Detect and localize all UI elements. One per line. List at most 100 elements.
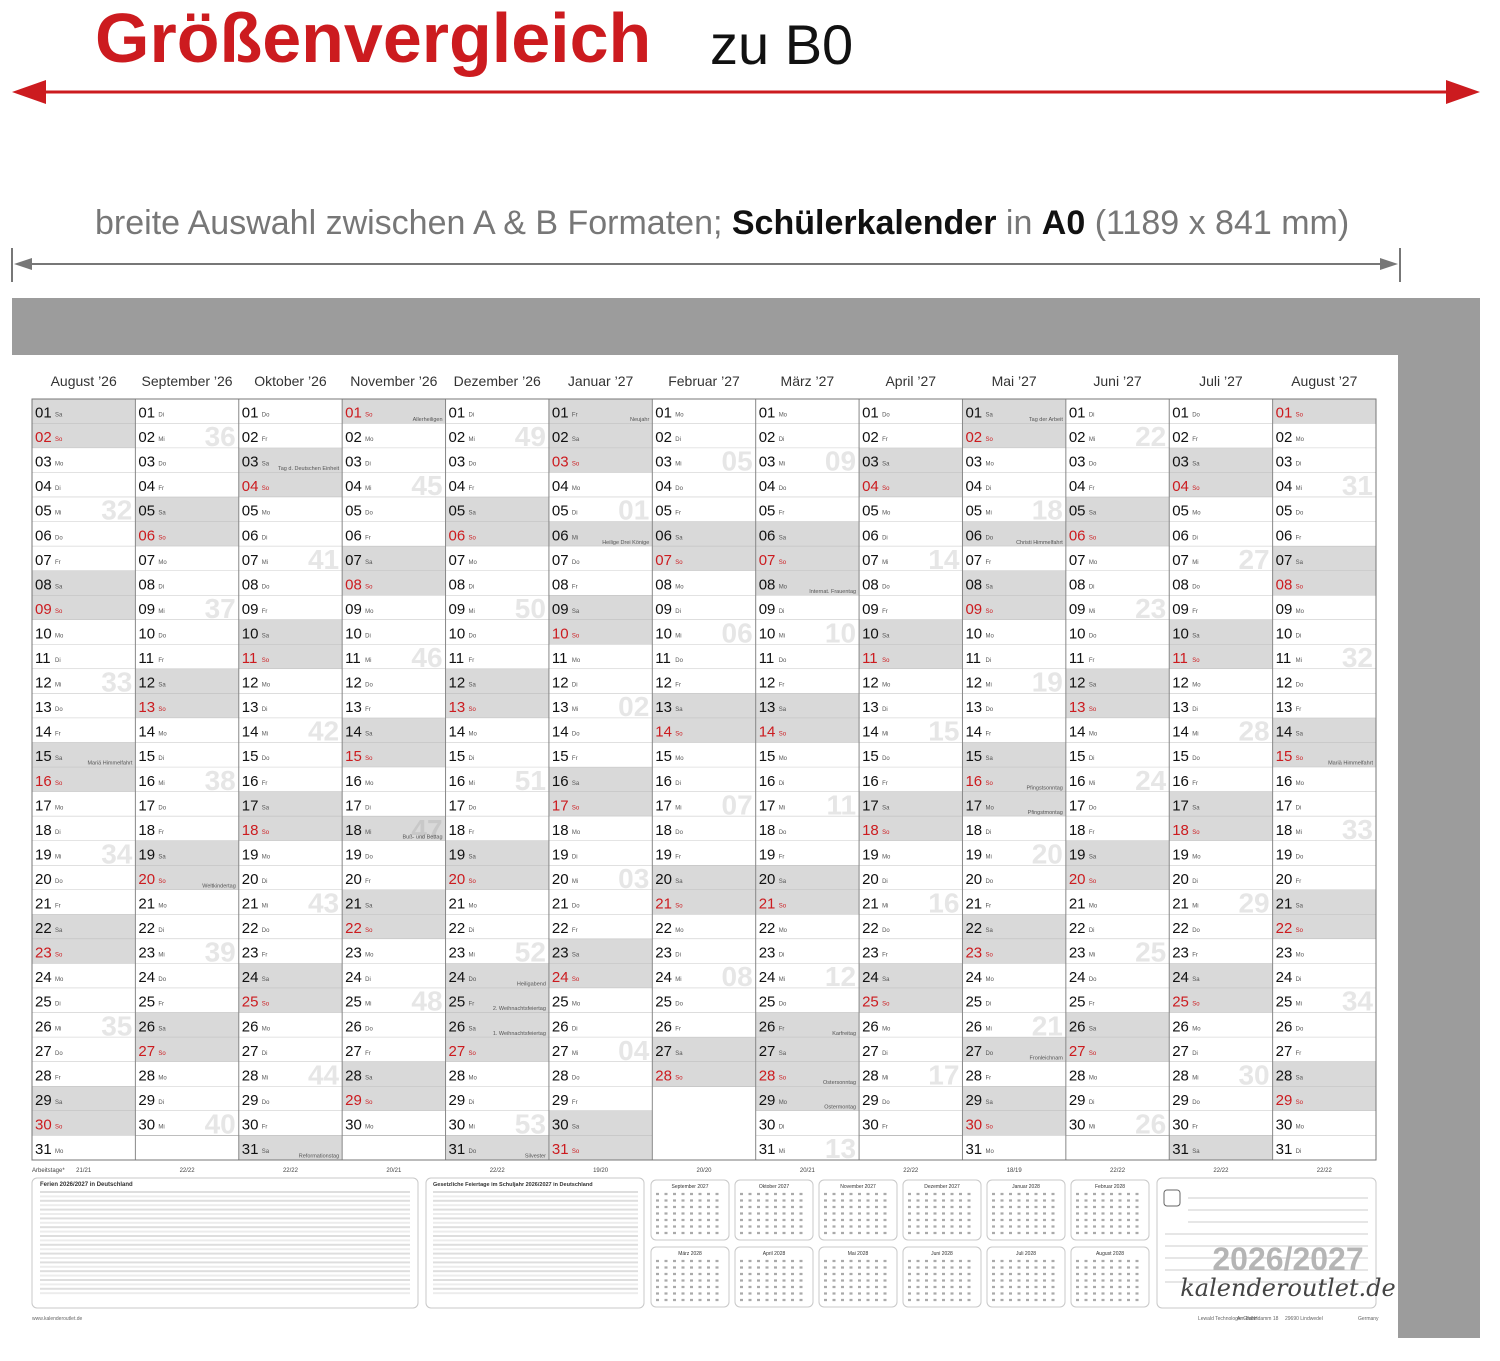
weekday: Do: [55, 535, 63, 541]
day-cell: [1272, 669, 1376, 694]
day-cell: [962, 914, 1066, 940]
day-number: 24: [1276, 969, 1293, 986]
day-cell: [1272, 939, 1376, 964]
weekday: Do: [1192, 928, 1200, 934]
day-cell: [962, 1037, 1066, 1062]
day-number: 04: [138, 478, 155, 495]
weekday: Do: [572, 904, 580, 910]
week-number: 14: [928, 544, 960, 575]
title: Größenvergleich: [95, 0, 651, 77]
weekday: Mo: [365, 781, 374, 787]
text-row: [40, 1248, 410, 1251]
day-cell: [755, 399, 860, 424]
day-number: 03: [345, 454, 362, 471]
day-cell: [962, 423, 1066, 449]
day-number: 09: [862, 601, 879, 618]
day-cell: [32, 1061, 136, 1087]
day-cell: [342, 840, 446, 866]
day-number: 25: [862, 994, 879, 1011]
day-cell: [135, 865, 239, 890]
day-cell: [548, 472, 653, 498]
day-number: 14: [35, 724, 52, 741]
day-number: 01: [138, 405, 155, 422]
day-cell: [548, 718, 653, 743]
weekday: Fr: [1296, 707, 1302, 713]
day-cell: [238, 570, 343, 596]
week-number: 32: [101, 495, 132, 526]
weekday: Do: [1192, 413, 1200, 419]
weekday: Sa: [882, 805, 890, 811]
day-number: 29: [242, 1092, 259, 1109]
day-number: 11: [862, 650, 878, 667]
day-number: 08: [965, 576, 982, 593]
weekday: Fr: [262, 1124, 268, 1130]
workdays: 19/20: [593, 1168, 609, 1174]
day-cell: [32, 693, 136, 719]
day-cell: [859, 693, 963, 719]
day-number: 29: [1069, 1092, 1086, 1109]
day-number: 15: [449, 748, 466, 765]
weekday: Di: [572, 511, 578, 517]
day-cell: [548, 595, 653, 620]
day-number: 15: [345, 748, 362, 765]
day-number: 31: [552, 1141, 569, 1158]
weekday: Sa: [469, 511, 477, 517]
weekday: So: [1296, 413, 1304, 419]
weekday: So: [572, 805, 580, 811]
weekday: Mo: [1192, 854, 1201, 860]
day-cell: [652, 472, 756, 498]
day-cell: [238, 988, 343, 1013]
day-number: 19: [1069, 846, 1086, 863]
day-number: 04: [1172, 478, 1189, 495]
weekday: Fr: [1089, 1002, 1095, 1008]
day-cell: [859, 963, 963, 989]
weekday: So: [882, 1002, 890, 1008]
subtitle-part: A0: [1042, 204, 1085, 242]
mini-calendar-title: Juli 2028: [1016, 1251, 1036, 1257]
weekday: Fr: [572, 584, 578, 590]
week-number: 16: [928, 888, 959, 919]
weekday: Do: [985, 535, 993, 541]
week-number: 07: [722, 789, 753, 820]
day-cell: [135, 693, 239, 719]
weekday: So: [1089, 535, 1097, 541]
day-cell: [859, 865, 963, 890]
day-cell: [445, 816, 549, 841]
day-cell: [342, 889, 446, 915]
weekday: Do: [262, 928, 270, 934]
day-cell: [32, 718, 136, 743]
weekday: Do: [779, 830, 787, 836]
weekday: Mi: [1089, 953, 1095, 959]
weekday: Do: [1089, 805, 1097, 811]
week-number: 49: [515, 421, 546, 452]
weekday: Do: [1192, 756, 1200, 762]
day-cell: [548, 448, 653, 473]
day-number: 16: [655, 773, 672, 790]
week-number: 08: [722, 961, 753, 992]
weekday: Do: [572, 1075, 580, 1081]
day-number: 07: [1069, 552, 1086, 569]
weekday: Fr: [882, 953, 888, 959]
day-cell: [1065, 497, 1170, 522]
day-cell: [962, 669, 1066, 694]
day-number: 10: [138, 625, 155, 642]
day-number: 26: [35, 1018, 52, 1035]
day-cell: [1272, 1110, 1376, 1136]
day-number: 29: [345, 1092, 362, 1109]
day-cell: [1169, 718, 1273, 743]
weekday: Sa: [365, 1075, 373, 1081]
week-number: 51: [515, 765, 546, 796]
day-number: 27: [965, 1043, 982, 1060]
week-number: 06: [722, 617, 753, 648]
weekday: Fr: [572, 928, 578, 934]
weekday: Mi: [572, 879, 578, 885]
day-cell: [1169, 742, 1273, 768]
day-cell: [652, 399, 756, 424]
weekday: Mi: [365, 830, 371, 836]
week-number: 44: [308, 1059, 340, 1090]
week-number: 03: [618, 863, 649, 894]
day-cell: [445, 1086, 549, 1111]
mini-calendar-title: September 2027: [672, 1184, 709, 1190]
day-cell: [859, 644, 963, 670]
holiday-note: Heilige Drei Könige: [602, 540, 649, 546]
